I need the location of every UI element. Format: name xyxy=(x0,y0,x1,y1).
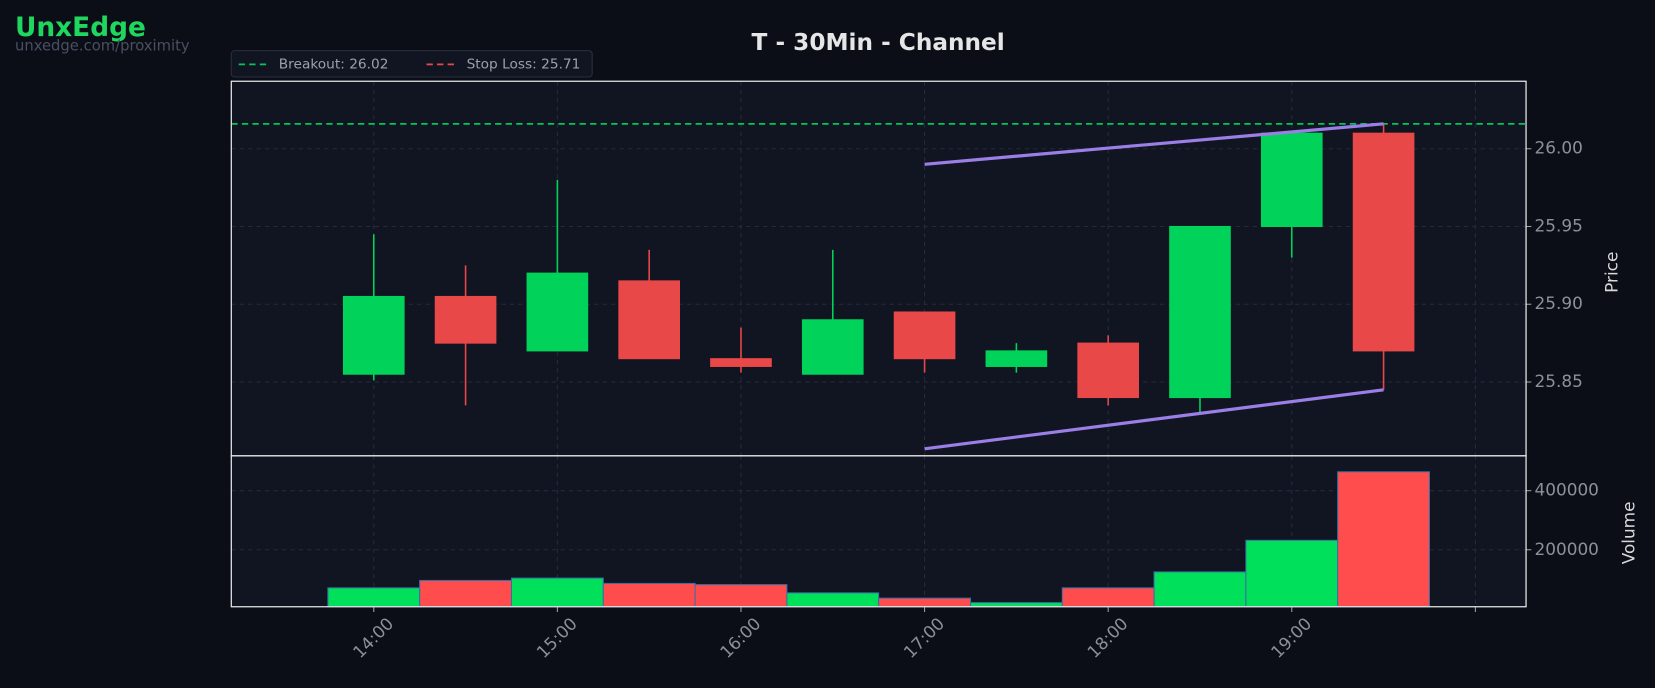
legend-label: Breakout: 26.02 xyxy=(279,56,389,72)
y-tick-label: 25.95 xyxy=(1534,215,1582,235)
legend-label: Stop Loss: 25.71 xyxy=(467,56,581,72)
candle-body xyxy=(434,295,497,344)
volume-bar xyxy=(419,579,513,608)
volume-plot xyxy=(327,471,1431,608)
legend: Breakout: 26.02 Stop Loss: 25.71 xyxy=(238,56,581,72)
candle-body xyxy=(893,311,956,360)
volume-bar xyxy=(602,582,696,608)
candle-body xyxy=(526,272,589,352)
volume-bar xyxy=(1245,539,1339,608)
volume-bar xyxy=(694,584,788,608)
legend-box xyxy=(230,50,593,78)
price-plot xyxy=(231,122,1527,451)
candle-body xyxy=(1352,132,1415,352)
volume-bar xyxy=(786,592,880,608)
candle-body xyxy=(985,350,1048,367)
y-axis-label: Price xyxy=(1602,252,1622,293)
candle-body xyxy=(342,295,405,375)
y-tick-label: 25.85 xyxy=(1534,371,1582,391)
price-panel xyxy=(231,81,1527,456)
candle-body xyxy=(1169,225,1231,399)
channel-line xyxy=(924,122,1384,166)
channel-line xyxy=(924,388,1384,451)
chart-title: T - 30Min - Channel xyxy=(752,29,1005,56)
y-tick-label: 400000 xyxy=(1534,480,1598,500)
candle-body xyxy=(801,319,864,375)
volume-bar xyxy=(510,577,604,608)
y-tick-label: 200000 xyxy=(1534,539,1598,559)
candle-body xyxy=(618,280,680,360)
candle-body xyxy=(1077,342,1139,399)
volume-axis-label: Volume xyxy=(1618,502,1638,565)
candle-body xyxy=(710,358,772,367)
brand-name: UnxEdge xyxy=(15,13,146,43)
volume-bar xyxy=(1153,571,1247,608)
volume-bar xyxy=(878,597,972,608)
brand-url: unxedge.com/proximity xyxy=(15,37,190,54)
volume-frame xyxy=(230,455,1527,608)
candle-body xyxy=(1260,132,1323,228)
volume-bar xyxy=(1337,471,1431,608)
volume-bar xyxy=(1061,587,1155,608)
volume-bar xyxy=(327,587,421,608)
y-tick-label: 25.90 xyxy=(1534,293,1582,313)
y-tick-label: 26.00 xyxy=(1534,138,1582,158)
